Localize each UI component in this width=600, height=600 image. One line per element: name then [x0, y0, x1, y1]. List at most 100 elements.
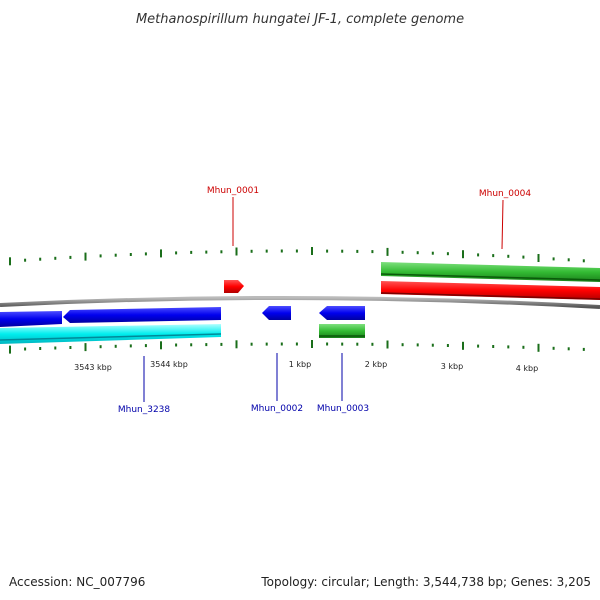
- scale-tick: [371, 250, 374, 254]
- scale-tick: [295, 249, 298, 253]
- gene-label-mhun-0004: Mhun_0004: [479, 189, 532, 199]
- scale-tick: [326, 342, 329, 346]
- scale-tick: [552, 257, 555, 261]
- scale-tick: [356, 342, 359, 346]
- scale-tick: [250, 342, 253, 346]
- scale-tick: [24, 258, 27, 262]
- scale-tick: [99, 345, 102, 349]
- scale-tick: [492, 254, 495, 258]
- scale-tick: [356, 249, 359, 253]
- scale-tick: [190, 250, 193, 254]
- scale-tick: [114, 344, 117, 348]
- scale-tick: [386, 247, 389, 256]
- inner-ticks: [9, 340, 585, 354]
- scale-tick: [84, 343, 87, 352]
- scale-tick: [401, 343, 404, 347]
- scale-label: 3544 kbp: [150, 360, 188, 369]
- scale-tick: [537, 254, 540, 262]
- gene-mhun-0004: [381, 281, 600, 300]
- scale-tick: [250, 249, 253, 253]
- scale-tick: [522, 255, 525, 259]
- accession-text: Accession: NC_007796: [9, 575, 145, 589]
- scale-tick: [446, 252, 449, 256]
- scale-tick: [341, 249, 344, 253]
- scale-label: 2 kbp: [365, 360, 387, 369]
- gene-label-mhun-0002: Mhun_0002: [251, 404, 303, 414]
- scale-tick: [144, 344, 147, 348]
- scale-tick: [492, 345, 495, 348]
- scale-tick: [431, 251, 434, 255]
- scale-tick: [205, 343, 208, 347]
- gene-mhun-0003: [319, 306, 365, 320]
- gene-mhun-3238: [63, 307, 221, 323]
- scale-tick: [175, 251, 178, 255]
- scale-tick: [552, 346, 555, 350]
- scale-tick: [220, 342, 223, 346]
- gene-mhun-0002: [262, 306, 291, 320]
- scale-tick: [235, 247, 238, 256]
- scale-tick: [160, 341, 162, 350]
- scale-tick: [114, 253, 117, 257]
- scale-tick: [190, 343, 193, 347]
- scale-labels: 3543 kbp 3544 kbp 1 kbp 2 kbp 3 kbp 4 kb…: [74, 360, 538, 373]
- scale-tick: [477, 344, 480, 348]
- scale-tick: [537, 343, 540, 352]
- scale-tick: [341, 342, 344, 346]
- scale-label: 3 kbp: [441, 362, 463, 371]
- gene-label-mhun-3238: Mhun_3238: [118, 405, 171, 415]
- scale-tick: [507, 345, 510, 349]
- forward-cds-feature: [381, 262, 600, 282]
- scale-tick: [280, 342, 283, 346]
- scale-tick: [144, 252, 147, 256]
- outer-ticks: [9, 247, 585, 266]
- scale-tick: [462, 250, 464, 259]
- scale-tick: [69, 346, 72, 349]
- scale-tick: [265, 342, 268, 346]
- reverse-cds-feature-green: [319, 324, 365, 338]
- scale-tick: [582, 347, 585, 351]
- scale-label: 3543 kbp: [74, 363, 112, 372]
- scale-tick: [54, 346, 57, 350]
- scale-label: 1 kbp: [289, 360, 311, 369]
- scale-tick: [160, 249, 162, 258]
- scale-tick: [129, 253, 132, 256]
- scale-tick: [386, 340, 389, 349]
- scale-tick: [431, 343, 434, 347]
- callout-line: [501, 199, 504, 250]
- scale-tick: [582, 259, 585, 263]
- scale-label: 4 kbp: [516, 364, 538, 373]
- scale-tick: [416, 251, 419, 255]
- scale-tick: [54, 256, 57, 260]
- gene-mhun-0001: [224, 280, 244, 293]
- scale-tick: [326, 249, 329, 253]
- outer-tick-track: [9, 247, 585, 266]
- scale-tick: [175, 343, 178, 347]
- scale-tick: [371, 342, 374, 346]
- scale-tick: [507, 254, 510, 258]
- scale-tick: [129, 344, 132, 348]
- gene-label-mhun-0003: Mhun_0003: [317, 404, 369, 414]
- scale-tick: [99, 254, 102, 258]
- genome-backbone: [0, 295, 600, 309]
- scale-tick: [567, 258, 570, 262]
- scale-tick: [235, 340, 238, 349]
- scale-tick: [462, 341, 464, 350]
- scale-tick: [567, 347, 570, 351]
- genome-summary-text: Topology: circular; Length: 3,544,738 bp…: [260, 575, 591, 589]
- reverse-cds-feature: [0, 324, 221, 344]
- scale-tick: [311, 247, 313, 255]
- scale-tick: [39, 347, 42, 350]
- scale-tick: [416, 343, 419, 347]
- scale-tick: [401, 250, 404, 254]
- scale-tick: [311, 340, 313, 348]
- scale-tick: [39, 257, 42, 261]
- scale-tick: [295, 342, 298, 346]
- scale-tick: [446, 344, 449, 347]
- scale-tick: [9, 257, 11, 266]
- scale-tick: [9, 345, 11, 354]
- map-title: Methanospirillum hungatei JF-1, complete…: [136, 12, 464, 27]
- gene-label-mhun-0001: Mhun_0001: [207, 186, 259, 196]
- scale-tick: [522, 345, 525, 349]
- scale-tick: [69, 255, 72, 259]
